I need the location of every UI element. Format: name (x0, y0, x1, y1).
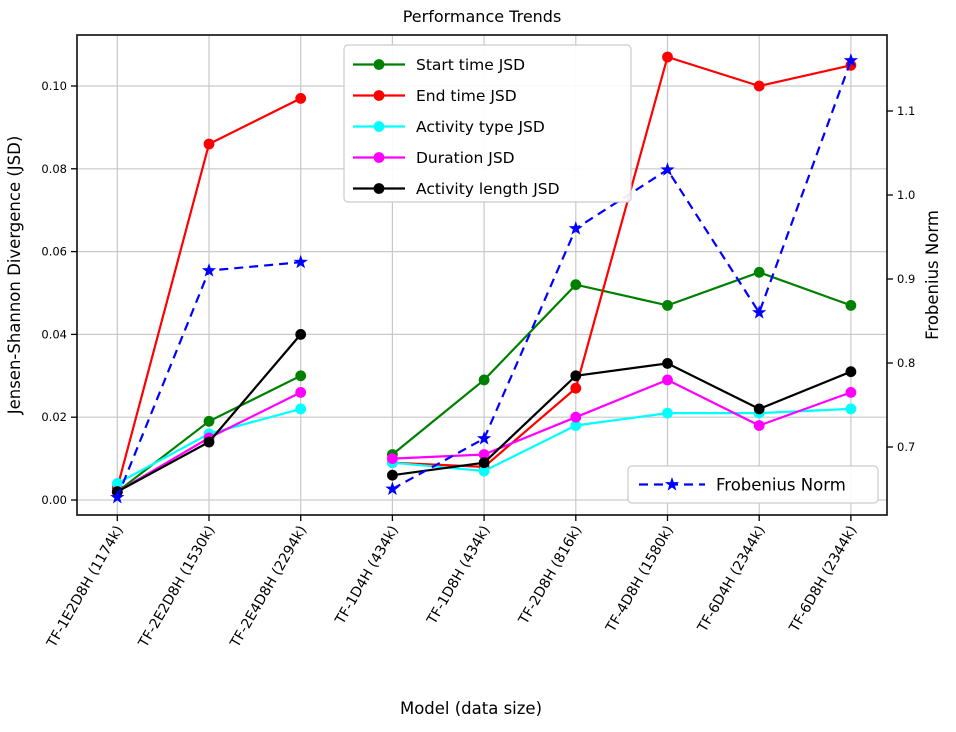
marker-star-frobenius-norm (476, 431, 492, 445)
marker-dot-end-time-jsd (753, 80, 765, 92)
x-category-label: TF-2D8H (816k) (515, 523, 585, 628)
marker-star-frobenius-norm (568, 221, 583, 235)
marker-dot-duration-jsd (478, 449, 490, 460)
legend-frobenius-label: Frobenius Norm (716, 476, 846, 495)
line-end-time-jsd (392, 55, 852, 469)
marker-star-frobenius-norm (293, 254, 308, 269)
marker-dot-start-time-jsd (295, 370, 307, 382)
marker-dot-start-time-jsd (478, 374, 490, 386)
marker-dot-activity-length-jsd (387, 469, 398, 481)
marker-star-frobenius-norm (201, 263, 217, 277)
x-category-label: TF-1D8H (434k) (424, 523, 494, 628)
line-duration-jsd (392, 378, 852, 460)
marker-dot-start-time-jsd (662, 300, 673, 311)
line-start-time-jsd (391, 271, 852, 456)
marker-dot-duration-jsd (662, 374, 673, 386)
marker-dot-activity-length-jsd (570, 370, 582, 382)
left-axis-tick-label: 0.06 (41, 245, 67, 259)
x-category-label: TF-2E4D8H (2294k) (227, 523, 310, 651)
left-axis-tick-label: 0.00 (41, 493, 67, 507)
x-category-label: TF-4D8H (1580k) (603, 523, 677, 636)
legend-item-label: End time JSD (416, 87, 517, 105)
legend-main-box (343, 44, 632, 203)
marker-dot-activity-length-jsd (753, 403, 765, 415)
chart-title: Performance Trends (403, 7, 562, 26)
right-axis-tick-label: 0.8 (897, 356, 915, 370)
x-category-label: TF-6D8H (2344k) (786, 523, 860, 636)
marker-dot-activity-type-jsd (111, 478, 123, 489)
marker-dot-activity-length-jsd (295, 329, 307, 340)
marker-dot-activity-length-jsd (845, 366, 857, 378)
marker-dot-duration-jsd (295, 387, 307, 398)
marker-dot-activity-length-jsd (478, 457, 490, 469)
right-axis-tick-label: 1.0 (897, 188, 915, 202)
legend-marker-dot (373, 183, 385, 194)
left-axis-tick-label: 0.04 (41, 327, 67, 341)
legend-item-label: Activity type JSD (416, 118, 545, 136)
legend-marker-dot (373, 121, 385, 132)
x-category-label: TF-1E2D8H (1174k) (44, 523, 127, 651)
marker-dot-end-time-jsd (662, 51, 673, 63)
marker-dot-activity-length-jsd (662, 358, 673, 369)
marker-dot-start-time-jsd (753, 266, 765, 278)
x-category-label: TF-1D4H (434k) (332, 523, 402, 628)
plot-frame (76, 34, 888, 516)
legend-layer: Start time JSD End time JSD Activity type … (343, 44, 879, 504)
legend-marker-dot (373, 90, 385, 101)
marker-dot-end-time-jsd (295, 93, 307, 104)
right-axis-tick-label: 0.7 (897, 440, 915, 454)
legend-marker-dot (373, 59, 385, 70)
marker-star-frobenius-norm (843, 53, 859, 67)
x-axis-label: Model (data size) (400, 699, 542, 718)
marker-dot-duration-jsd (570, 411, 582, 423)
marker-dot-activity-length-jsd (203, 436, 215, 448)
legend-item-label: Duration JSD (416, 149, 515, 167)
marker-dot-activity-type-jsd (478, 465, 490, 477)
marker-dot-activity-type-jsd (662, 407, 673, 419)
legend-item-label: Activity length JSD (416, 180, 560, 198)
marker-star-frobenius-norm (752, 305, 767, 319)
marker-dot-start-time-jsd (570, 279, 582, 291)
legend-marker-dot (373, 152, 385, 163)
marker-dot-duration-jsd (387, 453, 398, 464)
left-axis-tick-label: 0.02 (41, 410, 67, 424)
marker-star-frobenius-norm (385, 481, 400, 496)
y-axis-label-left: Jensen-Shannon Divergence (JSD) (5, 136, 24, 416)
marker-dot-start-time-jsd (845, 300, 857, 311)
line-activity-length-jsd (392, 362, 852, 477)
y-axis-label-right: Frobenius Norm (923, 210, 942, 340)
left-axis-tick-label: 0.10 (41, 79, 67, 93)
line-activity-type-jsd (392, 407, 851, 473)
series-end-time-jsd (111, 51, 857, 493)
x-category-label: TF-6D4H (2344k) (694, 523, 768, 636)
series-layer (110, 51, 859, 504)
marker-star-frobenius-norm (110, 489, 125, 504)
right-axis-tick-label: 1.1 (897, 104, 915, 118)
series-frobenius-norm (110, 53, 859, 504)
legend-frobenius-box (627, 465, 879, 504)
marker-dot-activity-type-jsd (845, 403, 857, 415)
marker-dot-end-time-jsd (203, 138, 215, 150)
marker-dot-activity-type-jsd (295, 403, 307, 415)
right-axis-tick-label: 0.9 (897, 272, 915, 286)
x-category-label: TF-2E2D8H (1530k) (135, 523, 218, 651)
marker-dot-start-time-jsd (203, 415, 215, 427)
marker-dot-activity-type-jsd (570, 420, 582, 431)
series-activity-length-jsd (111, 329, 857, 498)
left-axis-tick-label: 0.08 (41, 162, 67, 176)
legend-item-label: Start time JSD (416, 56, 525, 74)
marker-dot-duration-jsd (845, 387, 857, 398)
legend-frobenius-star-marker (664, 477, 680, 491)
marker-dot-end-time-jsd (570, 382, 582, 394)
marker-dot-duration-jsd (753, 420, 765, 431)
marker-star-frobenius-norm (660, 162, 675, 176)
